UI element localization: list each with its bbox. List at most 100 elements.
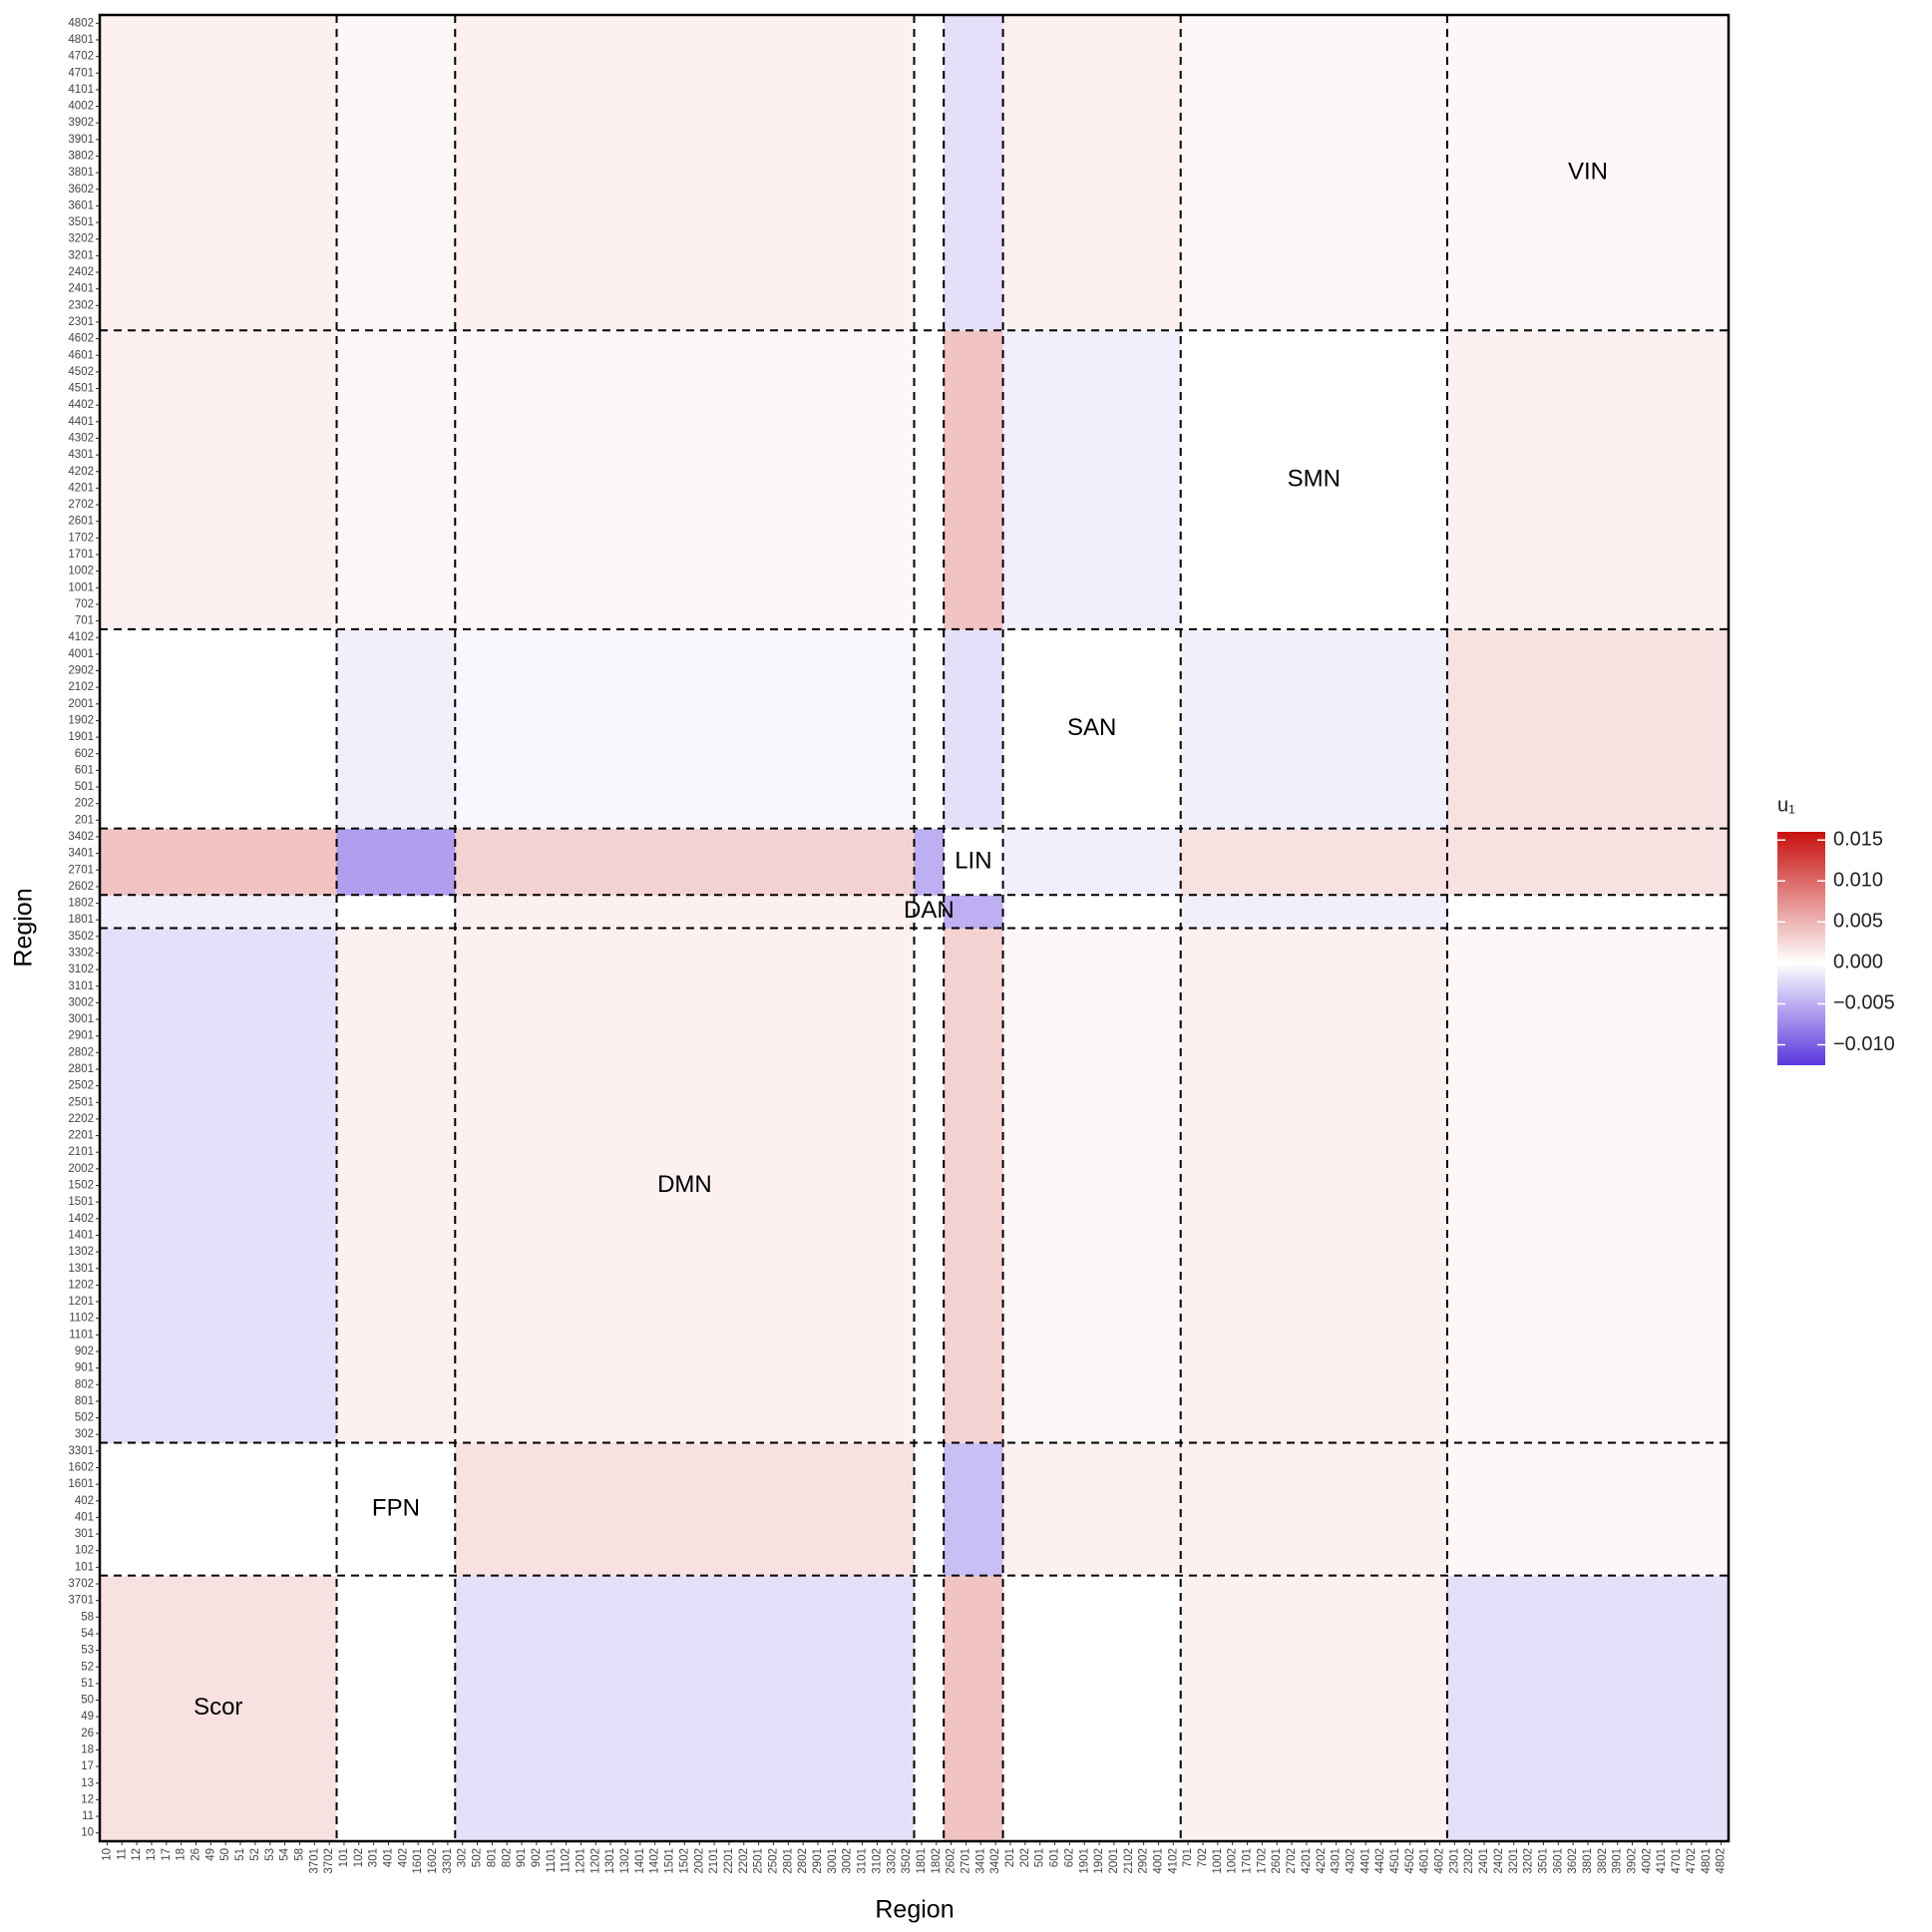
x-tick-label: 54 — [279, 1847, 291, 1860]
heat-block — [1446, 330, 1730, 630]
heat-block — [336, 895, 456, 929]
y-tick-label: 4202 — [68, 466, 94, 478]
x-tick-label: 1801 — [916, 1848, 928, 1874]
x-tick-label: 1502 — [678, 1848, 690, 1874]
y-tick-label: 701 — [75, 615, 94, 627]
x-tick-label: 3602 — [1567, 1848, 1579, 1874]
y-tick-label: 401 — [75, 1511, 94, 1523]
x-tick-label: 2102 — [1123, 1848, 1135, 1874]
y-tick-label: 302 — [75, 1428, 94, 1440]
y-tick-label: 52 — [81, 1661, 94, 1673]
heat-block — [1180, 1442, 1448, 1577]
x-tick-label: 501 — [1034, 1848, 1046, 1867]
x-tick-label: 3401 — [974, 1848, 986, 1874]
y-tick-label: 4502 — [68, 366, 94, 378]
y-tick-label: 201 — [75, 814, 94, 826]
x-tick-label: 102 — [353, 1848, 365, 1867]
x-tick-label: 2302 — [1463, 1848, 1475, 1874]
x-tick-label: 1101 — [546, 1848, 558, 1873]
x-tick-label: 3102 — [871, 1848, 883, 1874]
y-tick-label: 12 — [81, 1793, 94, 1805]
x-tick-label: 201 — [1004, 1848, 1016, 1867]
heat-block — [100, 330, 338, 630]
y-tick-label: 4402 — [68, 399, 94, 411]
heat-block — [914, 828, 945, 896]
heat-block — [100, 628, 338, 830]
x-tick-label: 2202 — [738, 1848, 750, 1874]
y-tick-label: 2802 — [68, 1046, 94, 1058]
x-tick-label: 101 — [338, 1848, 350, 1867]
x-tick-label: 301 — [368, 1848, 380, 1867]
y-tick-label: 1102 — [69, 1313, 94, 1325]
heat-block — [1446, 895, 1730, 929]
x-tick-label: 2801 — [782, 1848, 794, 1874]
x-tick-label: 2901 — [812, 1848, 824, 1874]
x-tick-label: 802 — [501, 1848, 513, 1867]
y-tick-label: 3802 — [68, 151, 94, 163]
x-tick-label: 4201 — [1301, 1848, 1313, 1874]
heat-block — [1180, 628, 1448, 830]
y-tick-label: 1901 — [68, 731, 94, 743]
y-tick-label: 4301 — [68, 449, 94, 461]
x-tick-label: 1401 — [634, 1848, 646, 1874]
y-tick-label: 4001 — [68, 648, 94, 660]
y-tick-label: 2101 — [68, 1146, 94, 1158]
heat-block — [1180, 895, 1448, 929]
x-tick-label: 1001 — [1212, 1848, 1224, 1874]
x-tick-label: 4401 — [1359, 1848, 1371, 1874]
y-tick-label: 18 — [81, 1743, 94, 1755]
legend-tick-label: −0.005 — [1833, 992, 1895, 1014]
x-tick-label: 2701 — [960, 1848, 971, 1874]
y-tick-label: 51 — [81, 1678, 94, 1690]
y-tick-label: 3201 — [68, 249, 94, 261]
heat-block — [1180, 928, 1448, 1444]
network-label: Scor — [193, 1694, 242, 1721]
heat-block — [1002, 1442, 1182, 1577]
x-tick-label: 3301 — [442, 1848, 454, 1874]
y-tick-label: 902 — [75, 1346, 94, 1357]
y-tick-label: 4302 — [68, 432, 94, 444]
x-tick-label: 2602 — [946, 1848, 958, 1874]
heat-block — [1002, 330, 1182, 630]
y-axis-title: Region — [10, 888, 38, 966]
legend-tick-label: 0.010 — [1833, 870, 1883, 892]
y-tick-label: 501 — [75, 781, 94, 793]
x-tick-label: 401 — [383, 1848, 395, 1867]
y-tick-label: 3501 — [68, 216, 94, 228]
y-tick-label: 2001 — [68, 698, 94, 710]
x-tick-label: 17 — [161, 1848, 173, 1861]
heat-block — [944, 828, 1004, 896]
y-tick-label: 1001 — [68, 581, 94, 593]
legend-tick-label: 0.000 — [1833, 952, 1883, 973]
x-tick-label: 4102 — [1167, 1848, 1179, 1874]
heat-block — [455, 15, 915, 331]
x-tick-label: 10 — [101, 1848, 113, 1861]
heat-block — [455, 330, 915, 630]
heat-block — [944, 928, 1004, 1444]
x-tick-label: 3402 — [989, 1848, 1001, 1874]
y-tick-label: 3402 — [68, 831, 94, 843]
heat-block — [1002, 895, 1182, 929]
x-tick-label: 51 — [234, 1848, 246, 1861]
network-label: FPN — [372, 1494, 420, 1521]
y-tick-label: 49 — [81, 1711, 94, 1723]
x-tick-label: 3201 — [1508, 1848, 1520, 1874]
x-tick-label: 1402 — [649, 1848, 661, 1874]
y-tick-label: 1501 — [68, 1196, 94, 1208]
heat-block — [100, 1442, 338, 1577]
y-tick-label: 2201 — [68, 1130, 94, 1142]
y-tick-label: 3401 — [68, 848, 94, 860]
x-tick-label: 3702 — [323, 1848, 335, 1874]
x-tick-label: 1201 — [576, 1848, 587, 1874]
heat-block — [914, 1575, 945, 1842]
x-tick-label: 2402 — [1493, 1848, 1505, 1874]
y-tick-label: 4602 — [68, 333, 94, 345]
y-tick-label: 3601 — [68, 199, 94, 211]
y-tick-label: 26 — [81, 1728, 94, 1739]
x-tick-label: 1602 — [427, 1848, 439, 1874]
y-tick-label: 2401 — [68, 283, 94, 295]
x-tick-label: 2301 — [1448, 1848, 1460, 1874]
x-tick-label: 4301 — [1331, 1848, 1343, 1874]
network-label: DAN — [904, 897, 955, 924]
legend-colorbar — [1777, 832, 1825, 1065]
